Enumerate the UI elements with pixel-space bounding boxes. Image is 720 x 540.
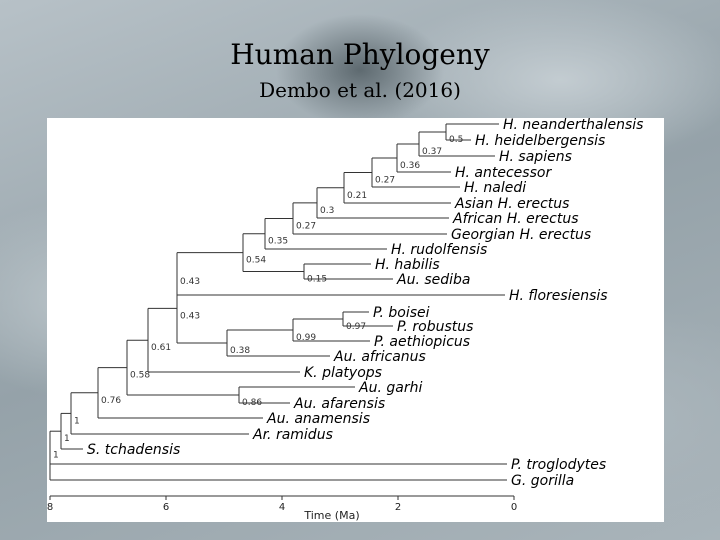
taxon-label: H. antecessor (455, 165, 552, 181)
taxon-label: P. aethiopicus (374, 334, 470, 350)
taxon-label: Ar. ramidus (252, 427, 333, 443)
support-value: 0.43 (180, 277, 200, 287)
taxon-label: P. troglodytes (511, 457, 606, 473)
support-value: 1 (64, 434, 70, 444)
taxon-label: G. gorilla (511, 473, 574, 489)
axis-tick-label: 0 (511, 502, 517, 513)
axis-tick-label: 8 (47, 502, 53, 513)
support-value: 1 (74, 416, 80, 426)
taxon-label: H. neanderthalensis (503, 118, 643, 133)
taxon-label: H. heidelbergensis (475, 133, 605, 149)
taxon-label: Au. anamensis (266, 411, 370, 427)
axis-tick-label: 6 (163, 502, 169, 513)
support-value: 0.97 (346, 322, 366, 332)
support-value: 0.35 (268, 237, 288, 247)
taxon-label: H. floresiensis (509, 288, 608, 304)
support-value: 0.58 (130, 371, 150, 381)
taxon-label: Au. garhi (358, 380, 422, 396)
support-value: 0.76 (101, 396, 121, 406)
taxon-label: H. habilis (375, 257, 440, 273)
support-value: 0.99 (296, 333, 316, 343)
taxon-label: H. rudolfensis (391, 242, 487, 258)
support-value: 0.21 (347, 191, 367, 201)
support-value: 0.5 (449, 135, 463, 145)
taxon-label: H. naledi (464, 180, 526, 196)
support-value: 0.37 (422, 147, 442, 157)
taxon-label: African H. erectus (452, 211, 579, 227)
support-value: 0.86 (242, 398, 262, 408)
support-value: 0.54 (246, 256, 266, 266)
taxon-label: S. tchadensis (87, 442, 180, 458)
support-value: 0.3 (320, 206, 334, 216)
taxon-label: K. platyops (304, 365, 382, 381)
axis-tick-label: 2 (395, 502, 401, 513)
support-value: 0.15 (307, 275, 327, 285)
taxon-label: Georgian H. erectus (451, 227, 591, 243)
taxon-label: Au. africanus (333, 349, 426, 365)
phylogenetic-tree: 0.5 0.370.36 0.27 0.21 0.3 0.27 0.15 0.350.54 0.… (47, 118, 643, 522)
taxon-label: H. sapiens (499, 149, 572, 165)
phylogeny-figure: 0.5 0.37 0.36 0.27 0.21 0.3 0.27 0.15 0.35 0.54 0.… (47, 118, 664, 522)
slide-subtitle: Dembo et al. (2016) (259, 78, 461, 102)
support-value: 1 (53, 451, 59, 461)
taxon-label: Asian H. erectus (454, 196, 569, 212)
support-value: 0.38 (230, 346, 250, 356)
taxon-label: Au. afarensis (293, 396, 385, 412)
slide-title: Human Phylogeny (230, 38, 490, 71)
axis-label: Time (Ma) (303, 509, 359, 522)
taxon-label: P. boisei (373, 305, 430, 321)
support-value: 0.61 (151, 343, 171, 353)
axis-tick-label: 4 (279, 502, 285, 513)
support-value: 0.27 (375, 176, 395, 186)
taxon-label: Au. sediba (396, 272, 471, 288)
support-value: 0.36 (400, 161, 420, 171)
support-value: 0.43 (180, 311, 200, 321)
support-value: 0.27 (296, 221, 316, 231)
taxon-label: P. robustus (397, 319, 473, 335)
